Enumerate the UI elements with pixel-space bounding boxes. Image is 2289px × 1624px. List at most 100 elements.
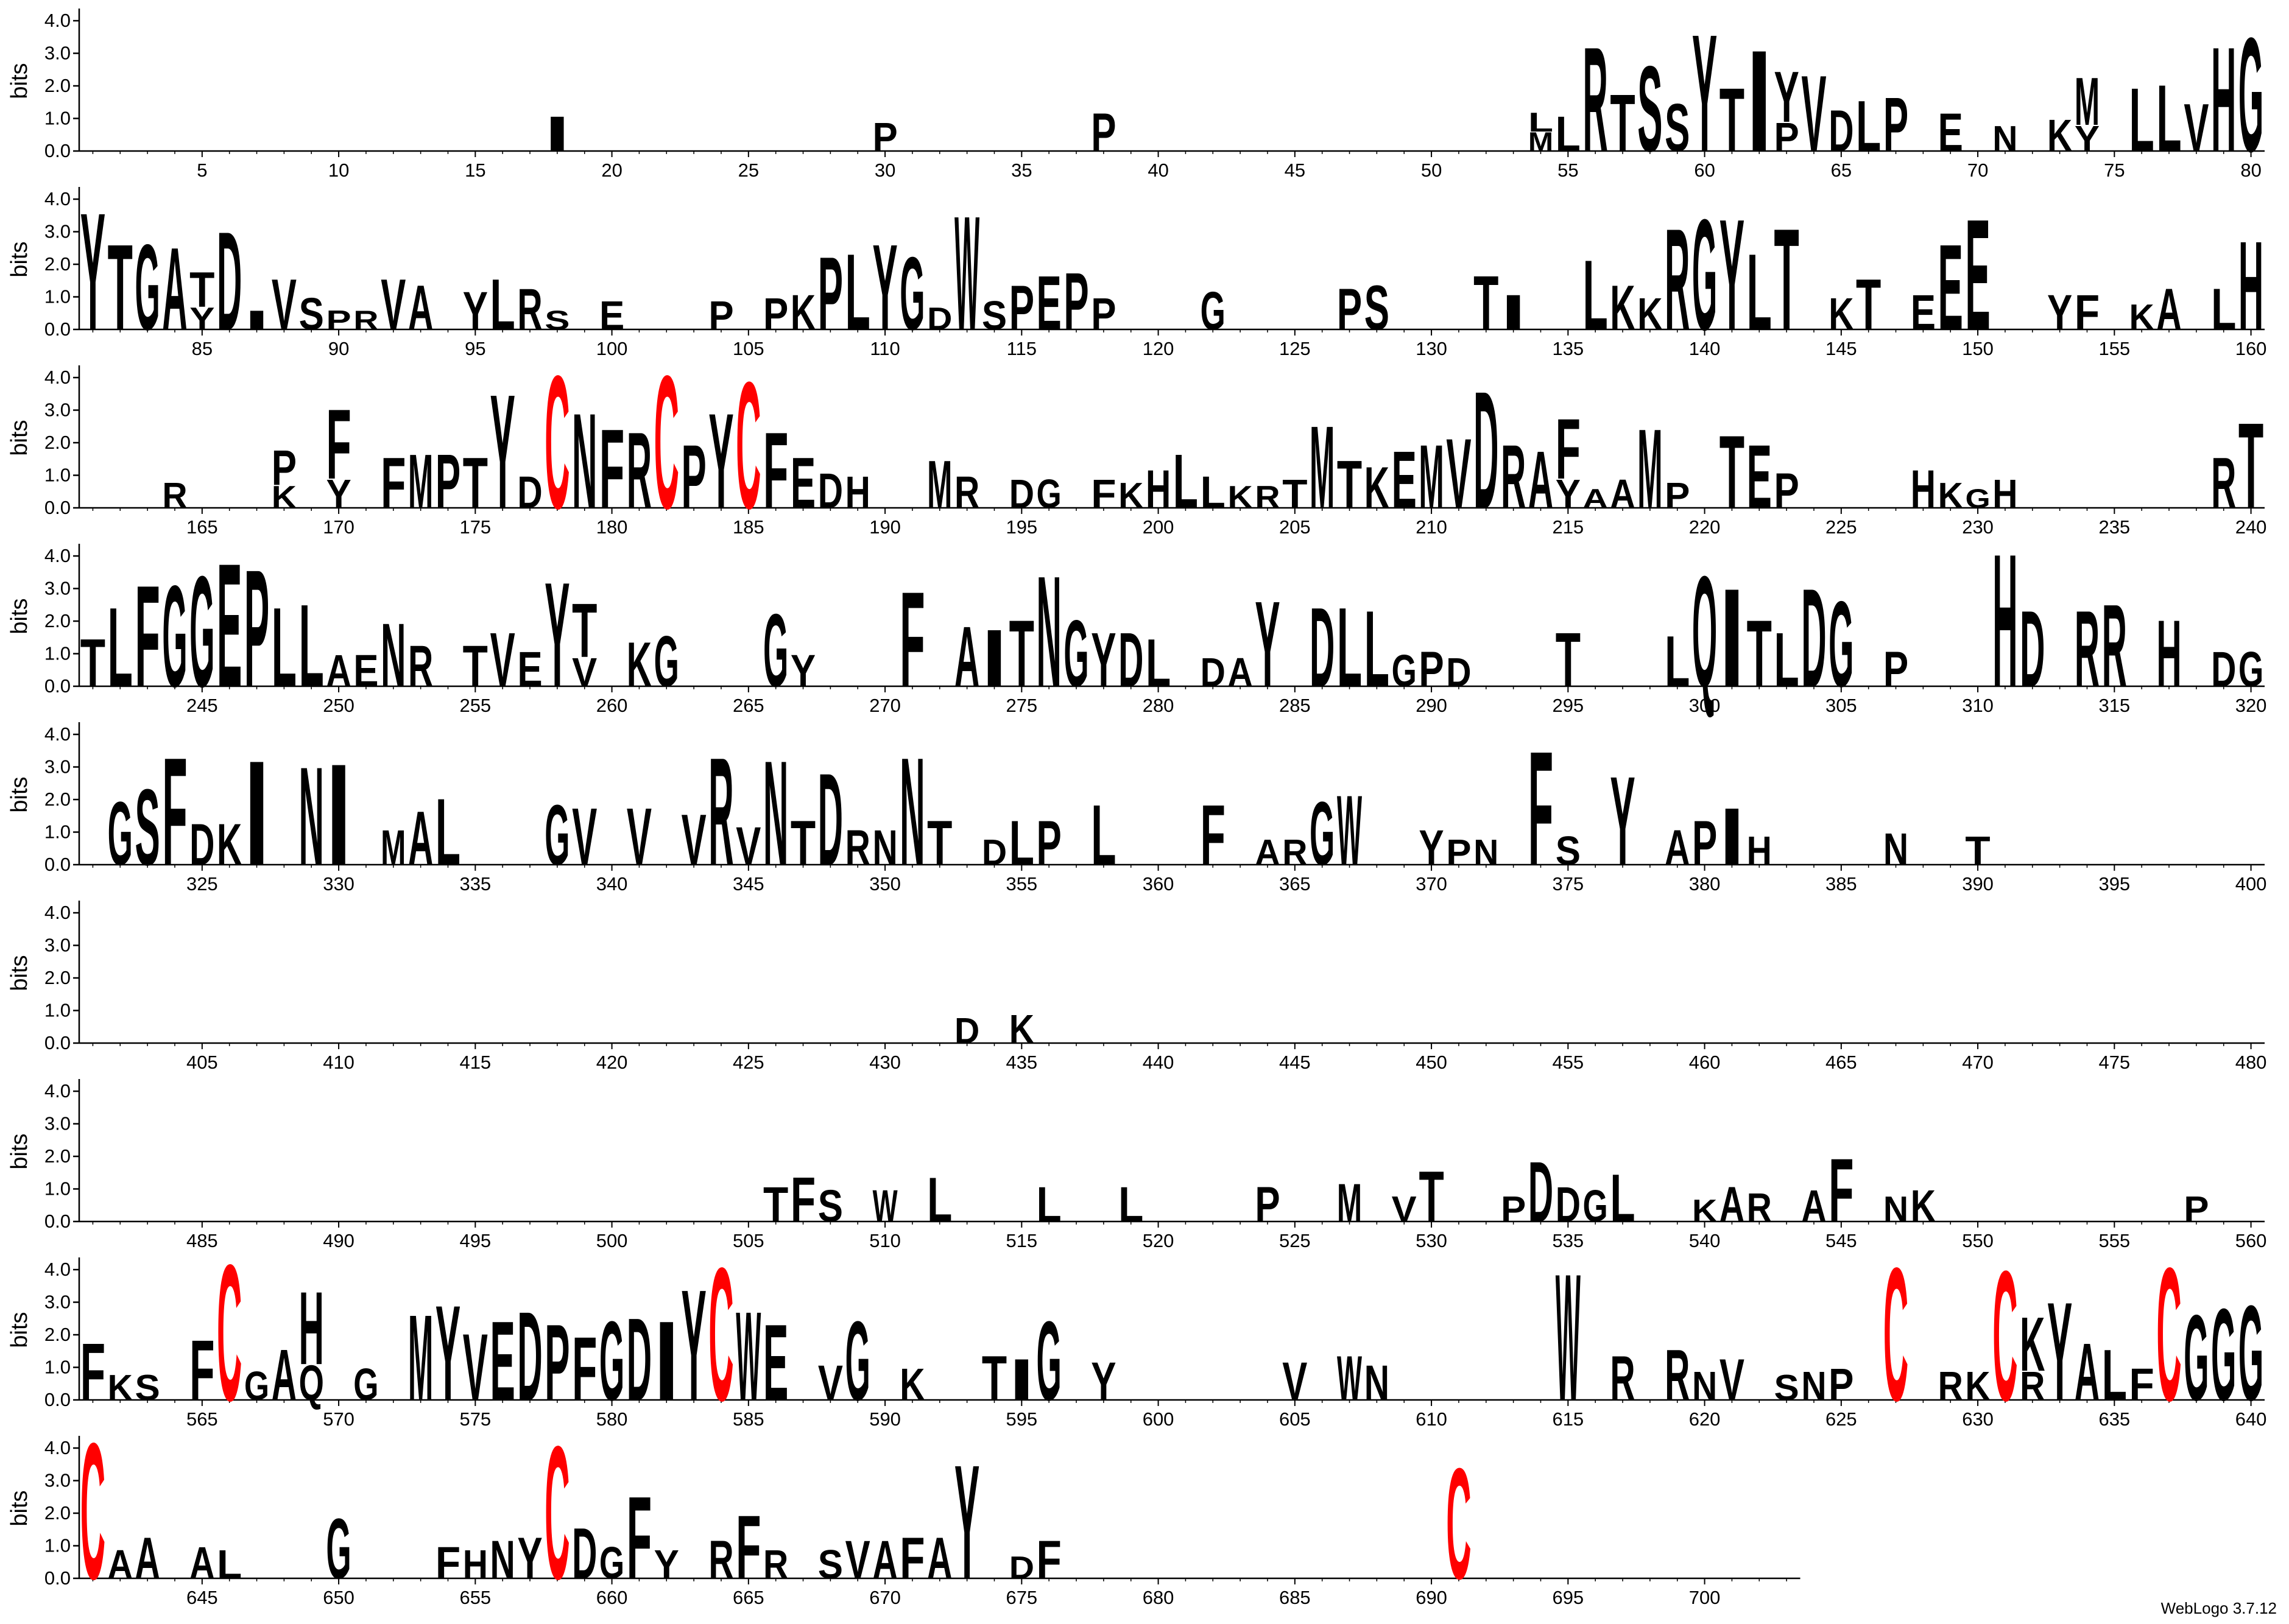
logo-letter: L — [1856, 86, 1881, 167]
logo-letter: Y — [708, 385, 733, 536]
y-tick-label: 4.0 — [44, 1259, 71, 1280]
logo-letter: F — [1201, 788, 1226, 884]
x-tick-label: 560 — [2235, 1230, 2267, 1251]
logo-letter: L — [1173, 439, 1198, 525]
logo-letter: T — [1419, 1156, 1444, 1237]
logo-letter: W — [954, 183, 979, 365]
logo-letter: E — [1938, 103, 1963, 163]
logo-letter: I — [326, 734, 351, 895]
x-tick-label: 115 — [1007, 338, 1037, 359]
x-tick-label: 695 — [1552, 1587, 1584, 1608]
logo-letter: K — [791, 284, 816, 340]
logo-letter: K — [1637, 289, 1662, 340]
x-tick-label: 395 — [2098, 873, 2130, 895]
x-tick-label: 525 — [1279, 1230, 1311, 1251]
logo-letter: T — [1282, 471, 1307, 517]
logo-letter: K — [1228, 479, 1253, 515]
logo-letter: S — [982, 293, 1007, 339]
logo-letter: C — [1446, 1435, 1471, 1612]
logo-letter: G — [1965, 484, 1990, 514]
x-tick-label: 615 — [1552, 1408, 1584, 1430]
x-tick-label: 180 — [596, 516, 628, 538]
logo-letter: C — [708, 1228, 733, 1441]
logo-letter: C — [1883, 1228, 1908, 1441]
logo-letter: P — [272, 440, 297, 496]
x-tick-label: 165 — [186, 516, 218, 538]
x-tick-label: 20 — [601, 160, 622, 181]
logo-letter: T — [189, 261, 214, 317]
logo-letter: I — [1719, 560, 1744, 717]
y-tick-label: 1.0 — [44, 108, 71, 129]
x-tick-label: 655 — [459, 1587, 491, 1608]
logo-letter: L — [217, 1542, 242, 1587]
logo-letter: F — [763, 410, 788, 532]
logo-letter: R — [1255, 479, 1280, 515]
x-tick-label: 240 — [2235, 516, 2267, 538]
x-tick-label: 80 — [2240, 160, 2261, 181]
logo-letter: R — [162, 476, 187, 516]
logo-letter: N — [299, 737, 324, 895]
x-tick-label: 380 — [1689, 873, 1721, 895]
logo-letter: R — [845, 820, 870, 876]
logo-letter: G — [189, 543, 214, 720]
logo-letter: V — [572, 792, 597, 883]
y-tick-label: 4.0 — [44, 10, 71, 31]
logo-letter: R — [1665, 1335, 1690, 1416]
logo-letter: W — [736, 1285, 761, 1427]
logo-letter: Y — [954, 1432, 979, 1614]
logo-letter: A — [1528, 434, 1553, 526]
x-tick-label: 440 — [1143, 1052, 1174, 1073]
logo-letter: Q — [299, 1355, 324, 1410]
logo-row: bits 0.0 1.0 2.0 3.0 4.0 405 410 415 420 425 430 D 43… — [7, 901, 2266, 1073]
logo-letter: R — [1610, 1343, 1635, 1414]
y-axis-label: bits — [7, 598, 32, 634]
logo-letter: V — [381, 264, 406, 345]
logo-letter: D — [217, 202, 242, 359]
logo-letter: V — [845, 1530, 870, 1591]
logo-letter: L — [436, 779, 460, 885]
logo-letter: T — [763, 1176, 788, 1232]
logo-letter: Y — [517, 1526, 542, 1591]
y-tick-label: 4.0 — [44, 902, 71, 923]
y-tick-label: 1.0 — [44, 465, 71, 486]
logo-letter: F — [1091, 471, 1116, 517]
logo-letter: T — [1965, 828, 1990, 874]
logo-letter: R — [2075, 589, 2100, 710]
logo-letter: V — [1392, 1189, 1417, 1229]
logo-letter: F — [162, 726, 187, 898]
logo-letter: G — [599, 1297, 624, 1424]
logo-letter: D — [2211, 641, 2236, 697]
logo-letter: R — [1938, 1364, 1963, 1409]
logo-letter: F — [2075, 284, 2100, 340]
logo-letter: Y — [463, 281, 488, 342]
logo-letter: H — [845, 468, 870, 518]
logo-letter: G — [845, 1297, 870, 1424]
logo-letter: A — [1719, 1176, 1744, 1232]
logo-letter: V — [490, 617, 515, 703]
logo-letter: L — [1528, 107, 1553, 138]
logo-letter: N — [872, 820, 897, 876]
logo-letter: P — [708, 293, 733, 339]
x-tick-label: 390 — [1962, 873, 1994, 895]
logo-letter: C — [2156, 1228, 2181, 1441]
logo-letter: P — [2184, 1189, 2209, 1229]
logo-letter: T — [1337, 447, 1362, 523]
logo-letter: E — [791, 443, 816, 524]
logo-letter: A — [872, 1529, 897, 1590]
logo-letter: M — [1637, 406, 1662, 532]
logo-letter: I — [1719, 791, 1744, 882]
x-tick-label: 215 — [1552, 516, 1584, 538]
logo-letter: K — [2047, 111, 2072, 161]
x-tick-label: 245 — [186, 695, 218, 716]
logo-letter: S — [135, 767, 160, 888]
x-tick-label: 10 — [328, 160, 349, 181]
y-tick-label: 2.0 — [44, 75, 71, 96]
logo-letter: K — [1009, 1007, 1034, 1052]
logo-letter: V — [463, 1315, 488, 1421]
y-tick-label: 4.0 — [44, 188, 71, 209]
x-tick-label: 95 — [465, 338, 485, 359]
logo-letter: R — [517, 276, 542, 342]
logo-letter: F — [80, 1327, 105, 1418]
x-tick-label: 285 — [1279, 695, 1311, 716]
